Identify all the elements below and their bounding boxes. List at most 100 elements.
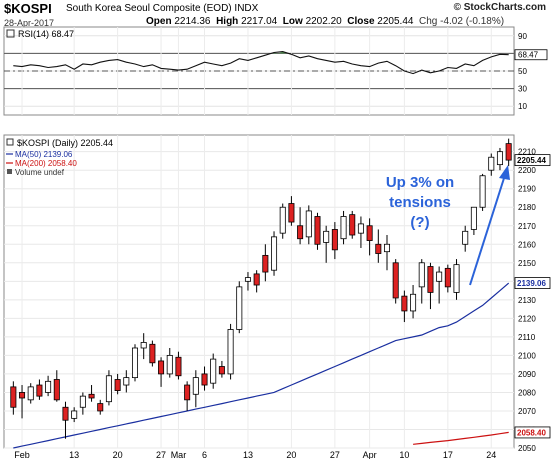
candle xyxy=(401,290,408,323)
x-tick-label: 27 xyxy=(330,450,340,459)
candle-body xyxy=(366,225,373,241)
price-title: $KOSPI (Daily) 2205.44 xyxy=(17,138,113,148)
price-tick-label: 2050 xyxy=(518,444,536,453)
candle-body xyxy=(19,392,26,399)
candle-body xyxy=(453,264,460,293)
candle xyxy=(88,385,95,402)
candle xyxy=(314,212,321,250)
candle-body xyxy=(410,293,417,312)
candle-body xyxy=(10,386,17,408)
annotation-arrow-head xyxy=(499,165,510,180)
candle-body xyxy=(427,266,434,293)
candle xyxy=(236,281,243,334)
close-label: Close xyxy=(347,16,375,27)
candle xyxy=(192,370,199,408)
candle-body xyxy=(123,377,130,386)
rsi-panel: 1030507090 RSI(14) 68.47 68.47 xyxy=(3,26,548,116)
price-tick-label: 2080 xyxy=(518,388,536,397)
volume-legend-label: Volume undef xyxy=(15,168,65,177)
candle-body xyxy=(158,360,165,375)
candle xyxy=(105,370,112,406)
candle-body xyxy=(331,229,338,251)
rsi-line xyxy=(13,51,509,75)
candle-body xyxy=(131,347,139,379)
candle xyxy=(114,373,121,395)
x-tick-label: 17 xyxy=(443,450,453,459)
candle xyxy=(253,270,260,293)
candle xyxy=(62,401,69,439)
candle-body xyxy=(53,379,60,401)
candle xyxy=(158,357,165,387)
candle xyxy=(453,259,460,300)
candle xyxy=(10,381,17,415)
candle xyxy=(297,207,304,245)
candle xyxy=(71,407,78,423)
price-tick-label: 2110 xyxy=(518,333,536,342)
candle xyxy=(444,264,451,293)
quote-date: 28-Apr-2017 xyxy=(4,18,55,28)
candle xyxy=(305,205,312,245)
candle-body xyxy=(401,295,408,312)
symbol-title: $KOSPI xyxy=(4,1,52,16)
candle xyxy=(131,344,139,382)
candle-body xyxy=(227,329,234,375)
rsi-last-value-label: 68.47 xyxy=(518,51,539,60)
symbol-description: South Korea Seoul Composite (EOD) INDX xyxy=(66,3,259,14)
candle xyxy=(175,351,182,380)
price-tick-label: 2210 xyxy=(518,148,536,157)
candle xyxy=(227,323,234,380)
candle-body xyxy=(418,262,425,288)
candle xyxy=(45,375,52,397)
price-tick-label: 2090 xyxy=(518,370,536,379)
candle xyxy=(323,225,330,263)
candle-body xyxy=(305,210,312,238)
candle-body xyxy=(444,267,451,288)
candle-body xyxy=(201,373,208,386)
x-tick-label: 6 xyxy=(202,450,207,459)
rsi-title: RSI(14) 68.47 xyxy=(18,29,74,39)
rsi-tick-label: 90 xyxy=(518,32,527,41)
candle xyxy=(262,244,269,282)
candle xyxy=(201,366,208,391)
candle xyxy=(436,266,443,304)
high-label: High xyxy=(216,16,239,27)
x-tick-label: 20 xyxy=(286,450,296,459)
candle-body xyxy=(357,223,364,234)
candle-body xyxy=(340,216,347,240)
candle-body xyxy=(114,379,121,391)
candle-body xyxy=(262,254,269,273)
candle-body xyxy=(479,175,486,208)
candle xyxy=(97,399,104,415)
candle xyxy=(210,353,217,389)
candle xyxy=(19,385,26,419)
x-tick-label: 13 xyxy=(243,450,253,459)
candle xyxy=(505,138,512,167)
high-value: 2217.04 xyxy=(241,16,278,27)
annotation-line-2: tensions xyxy=(389,194,451,211)
ma50-value-label: 2139.06 xyxy=(517,279,546,288)
candle-body xyxy=(97,403,104,412)
open-label: Open xyxy=(146,16,172,27)
candle xyxy=(375,229,382,263)
candle xyxy=(218,360,225,378)
ma200-line xyxy=(413,431,509,445)
annotation-line-3: (?) xyxy=(410,214,429,231)
x-tick-label: 10 xyxy=(399,450,409,459)
volume-legend-swatch xyxy=(7,169,12,174)
candle-body xyxy=(314,216,321,245)
candle xyxy=(166,347,173,378)
price-tick-label: 2150 xyxy=(518,259,536,268)
candle-body xyxy=(349,214,356,236)
ma50-legend-label: MA(50) 2139.06 xyxy=(15,150,73,159)
candle-body xyxy=(462,230,469,245)
candle-body xyxy=(192,377,199,395)
change-value: Chg -4.02 (-0.18%) xyxy=(419,16,505,27)
price-tick-label: 2180 xyxy=(518,203,536,212)
candle-body xyxy=(323,230,330,243)
candle xyxy=(331,222,338,260)
candle-body xyxy=(210,358,217,384)
candle xyxy=(244,272,251,291)
candle-body xyxy=(149,343,156,364)
candle xyxy=(488,153,495,176)
